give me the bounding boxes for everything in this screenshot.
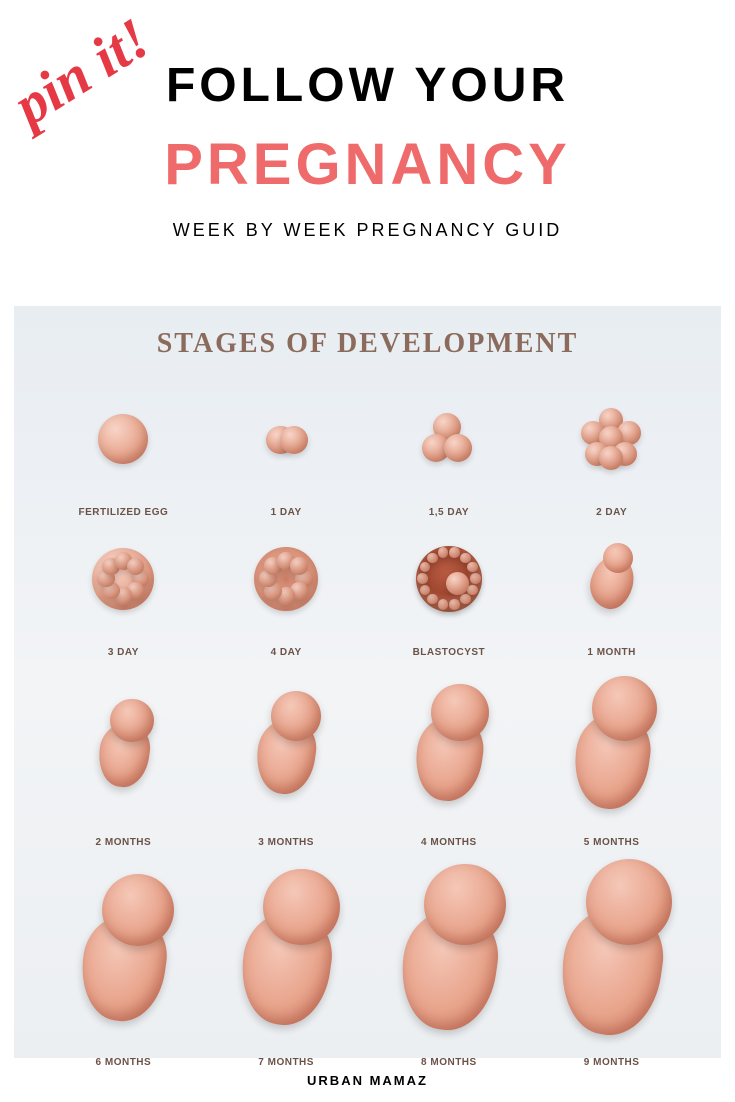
stage-cell: 2 DAY (530, 378, 693, 518)
stage-icon (368, 658, 531, 829)
title-line-2: PREGNANCY (0, 131, 735, 198)
stage-icon (205, 658, 368, 829)
stage-cell: 1 DAY (205, 378, 368, 518)
stage-icon (530, 848, 693, 1049)
stage-icon (42, 378, 205, 499)
footer-brand: URBAN MAMAZ (0, 1073, 735, 1088)
stage-icon (530, 378, 693, 499)
stage-icon (42, 518, 205, 639)
stage-cell: 1,5 DAY (368, 378, 531, 518)
stage-cell: BLASTOCYST (368, 518, 531, 658)
stage-cell: 9 MONTHS (530, 848, 693, 1068)
stage-icon (368, 518, 531, 639)
stage-cell: 1 MONTH (530, 518, 693, 658)
stage-label: 3 DAY (108, 647, 139, 658)
stage-label: 8 MONTHS (421, 1057, 477, 1068)
stage-label: 2 MONTHS (96, 837, 152, 848)
stage-icon (368, 378, 531, 499)
stage-cell: 6 MONTHS (42, 848, 205, 1068)
stage-label: 1 DAY (271, 507, 302, 518)
stage-cell: 7 MONTHS (205, 848, 368, 1068)
stage-cell: 3 MONTHS (205, 658, 368, 848)
stage-icon (368, 848, 531, 1049)
stage-label: 4 DAY (271, 647, 302, 658)
stage-cell: 8 MONTHS (368, 848, 531, 1068)
stage-label: 4 MONTHS (421, 837, 477, 848)
stage-cell: FERTILIZED EGG (42, 378, 205, 518)
stage-icon (42, 658, 205, 829)
stage-label: 6 MONTHS (96, 1057, 152, 1068)
stage-label: 9 MONTHS (584, 1057, 640, 1068)
stage-icon (205, 848, 368, 1049)
stage-label: 3 MONTHS (258, 837, 314, 848)
stage-icon (205, 518, 368, 639)
stage-icon (205, 378, 368, 499)
stage-label: 2 DAY (596, 507, 627, 518)
stage-label: 1 MONTH (587, 647, 636, 658)
stage-icon (42, 848, 205, 1049)
chart-title: STAGES OF DEVELOPMENT (14, 306, 721, 360)
stage-cell: 4 MONTHS (368, 658, 531, 848)
stage-icon (530, 658, 693, 829)
stage-label: 7 MONTHS (258, 1057, 314, 1068)
stage-icon (530, 518, 693, 639)
stage-cell: 5 MONTHS (530, 658, 693, 848)
stage-cell: 3 DAY (42, 518, 205, 658)
stage-label: 1,5 DAY (429, 507, 469, 518)
stage-label: 5 MONTHS (584, 837, 640, 848)
stage-label: BLASTOCYST (413, 647, 486, 658)
subtitle: WEEK BY WEEK PREGNANCY GUID (0, 220, 735, 241)
stage-cell: 4 DAY (205, 518, 368, 658)
stage-label: FERTILIZED EGG (78, 507, 168, 518)
stage-cell: 2 MONTHS (42, 658, 205, 848)
stages-chart: STAGES OF DEVELOPMENT FERTILIZED EGG 1 DA… (14, 306, 721, 1058)
stages-grid: FERTILIZED EGG 1 DAY 1,5 DAY 2 DAY 3 DAY 4 DA… (14, 360, 721, 1052)
